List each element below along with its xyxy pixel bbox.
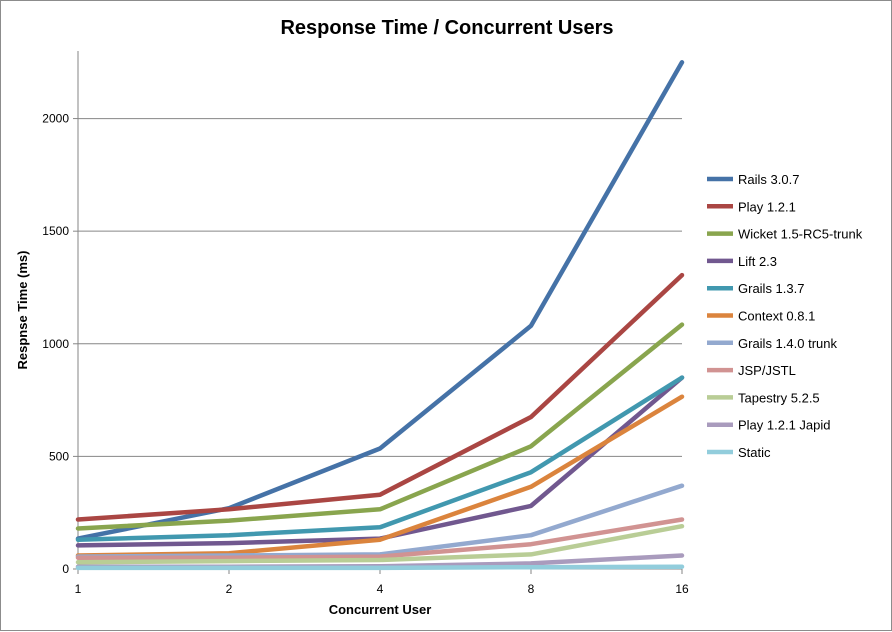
x-tick-label: 4: [377, 582, 384, 596]
x-axis-title: Concurrent User: [329, 602, 432, 617]
y-axis-title: Respnse Time (ms): [15, 251, 30, 370]
gridlines: [78, 118, 682, 457]
legend-label: Static: [738, 445, 771, 460]
y-tick-label: 1000: [42, 337, 69, 351]
series-line-4: [75, 375, 685, 542]
series-line-8: [75, 523, 685, 565]
legend-label: Tapestry 5.2.5: [738, 390, 820, 405]
y-tick-label: 0: [62, 562, 69, 576]
series-line-2: [75, 322, 685, 531]
x-tick-label: 8: [528, 582, 535, 596]
series-line-1: [75, 272, 685, 522]
legend-label: Play 1.2.1: [738, 199, 796, 214]
x-tick-label: 16: [675, 582, 689, 596]
legend-label: Wicket 1.5-RC5-trunk: [738, 227, 863, 242]
legend-label: Play 1.2.1 Japid: [738, 418, 831, 433]
legend-label: JSP/JSTL: [738, 363, 796, 378]
x-tick-label: 1: [75, 582, 82, 596]
legend-label: Context 0.8.1: [738, 309, 815, 324]
chart-title: Response Time / Concurrent Users: [280, 17, 613, 39]
y-tick-label: 1500: [42, 224, 69, 238]
series-line-7: [75, 517, 685, 560]
legend-label: Lift 2.3: [738, 254, 777, 269]
x-tick-label: 2: [226, 582, 233, 596]
legend-label: Rails 3.0.7: [738, 172, 799, 187]
y-tick-label: 2000: [42, 112, 69, 126]
legend-label: Grails 1.3.7: [738, 281, 804, 296]
legend: Rails 3.0.7 Play 1.2.1 Wicket 1.5-RC5-trun…: [707, 172, 863, 460]
x-ticks: 1 2 4 8 16: [75, 569, 689, 596]
series-lines: [75, 60, 685, 571]
series-line-5: [75, 394, 685, 558]
y-ticks: 0 500 1000 1500 2000: [42, 112, 78, 576]
series-line-10: [75, 564, 685, 571]
legend-label: Grails 1.4.0 trunk: [738, 336, 837, 351]
series-line-0: [75, 60, 685, 541]
y-tick-label: 500: [49, 449, 69, 463]
